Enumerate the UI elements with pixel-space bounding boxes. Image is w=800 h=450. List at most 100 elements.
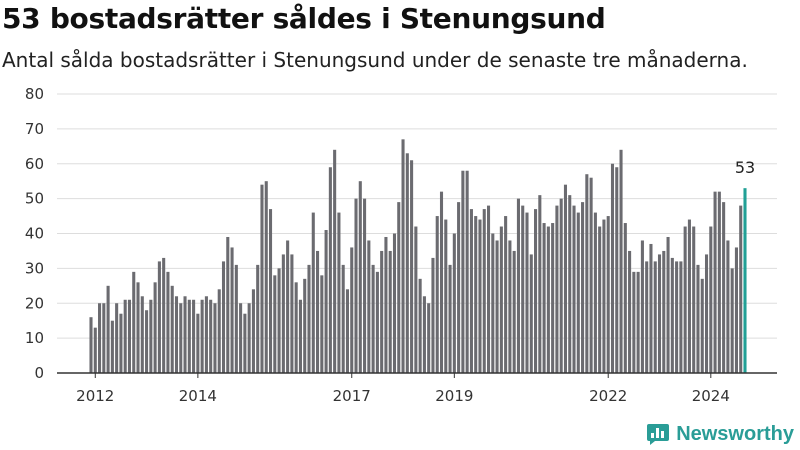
bar bbox=[713, 191, 717, 373]
bar bbox=[192, 299, 196, 373]
bar bbox=[234, 264, 238, 373]
bar bbox=[482, 209, 486, 373]
bar bbox=[610, 163, 615, 373]
bar bbox=[179, 303, 183, 373]
bar bbox=[585, 174, 589, 373]
bar bbox=[166, 271, 170, 373]
bar bbox=[247, 303, 251, 373]
newsworthy-brand: Newsworthy bbox=[646, 419, 794, 449]
bar bbox=[127, 299, 132, 373]
bar bbox=[679, 261, 683, 373]
bar bbox=[230, 247, 234, 373]
bar bbox=[525, 212, 529, 373]
bar bbox=[277, 268, 281, 373]
bar bbox=[692, 226, 696, 373]
bar bbox=[145, 310, 149, 373]
x-tick-label: 2024 bbox=[692, 387, 730, 405]
y-tick-label: 40 bbox=[25, 225, 44, 243]
bar bbox=[739, 205, 743, 373]
bar bbox=[730, 268, 734, 373]
bar bbox=[268, 209, 273, 373]
bar bbox=[187, 299, 191, 373]
bar bbox=[410, 160, 414, 373]
bar bbox=[422, 296, 426, 373]
bar bbox=[149, 299, 153, 373]
bar bbox=[444, 219, 448, 373]
bar bbox=[576, 212, 580, 373]
bar bbox=[290, 254, 294, 373]
bar bbox=[132, 271, 136, 373]
bar bbox=[499, 226, 503, 373]
bar bbox=[551, 223, 555, 373]
bar bbox=[213, 303, 217, 373]
bar bbox=[89, 317, 93, 373]
bar bbox=[645, 261, 649, 373]
bar bbox=[516, 198, 520, 373]
highlight-value-label: 53 bbox=[735, 158, 755, 177]
bar bbox=[704, 254, 709, 373]
bar bbox=[243, 313, 247, 373]
bar bbox=[700, 278, 704, 373]
bar bbox=[209, 299, 213, 373]
bar bbox=[392, 233, 397, 373]
bar bbox=[734, 247, 738, 373]
bar bbox=[196, 313, 200, 373]
bar bbox=[529, 254, 533, 373]
bar bbox=[709, 226, 713, 373]
bar bbox=[602, 219, 606, 373]
bar bbox=[435, 216, 439, 373]
bar bbox=[350, 247, 354, 373]
bar bbox=[640, 240, 644, 373]
bar bbox=[281, 254, 285, 373]
bar bbox=[717, 191, 721, 373]
bar bbox=[200, 299, 204, 373]
bar bbox=[657, 254, 662, 373]
bar bbox=[239, 303, 243, 373]
y-tick-label: 60 bbox=[25, 155, 44, 173]
bar bbox=[341, 264, 345, 373]
bar bbox=[452, 233, 456, 373]
bar bbox=[294, 282, 298, 373]
bar bbox=[508, 240, 512, 373]
bar bbox=[384, 236, 388, 373]
y-tick-label: 50 bbox=[25, 190, 44, 208]
bar bbox=[316, 250, 320, 373]
bar bbox=[183, 296, 187, 373]
bar bbox=[504, 216, 508, 373]
y-tick-label: 80 bbox=[25, 85, 44, 103]
bar bbox=[363, 198, 367, 373]
bar bbox=[367, 240, 371, 373]
bar bbox=[632, 271, 636, 373]
bar bbox=[414, 226, 418, 373]
bar bbox=[371, 264, 375, 373]
bar bbox=[157, 261, 161, 373]
bar bbox=[542, 223, 546, 373]
bar bbox=[93, 327, 97, 373]
x-tick-label: 2012 bbox=[76, 387, 114, 405]
bar bbox=[615, 167, 619, 373]
x-tick-label: 2022 bbox=[589, 387, 627, 405]
bar bbox=[110, 320, 114, 373]
chart-subtitle: Antal sålda bostadsrätter i Stenungsund … bbox=[2, 48, 748, 72]
bar bbox=[687, 219, 691, 373]
bar bbox=[324, 230, 328, 373]
bar bbox=[162, 257, 166, 373]
bar bbox=[337, 212, 341, 373]
bar bbox=[662, 250, 666, 373]
bar bbox=[666, 236, 670, 373]
bar bbox=[636, 271, 640, 373]
newsworthy-wordmark: Newsworthy bbox=[676, 422, 794, 445]
bar bbox=[388, 250, 392, 373]
bar bbox=[593, 212, 597, 373]
bar bbox=[256, 264, 260, 373]
bar bbox=[606, 216, 610, 373]
bar bbox=[457, 202, 461, 373]
bar bbox=[119, 313, 123, 373]
bar bbox=[538, 195, 542, 373]
bar bbox=[628, 250, 632, 373]
bar bbox=[115, 303, 119, 373]
bar bbox=[380, 250, 384, 373]
bar bbox=[345, 289, 350, 373]
bar bbox=[354, 198, 358, 373]
bar bbox=[568, 195, 572, 373]
